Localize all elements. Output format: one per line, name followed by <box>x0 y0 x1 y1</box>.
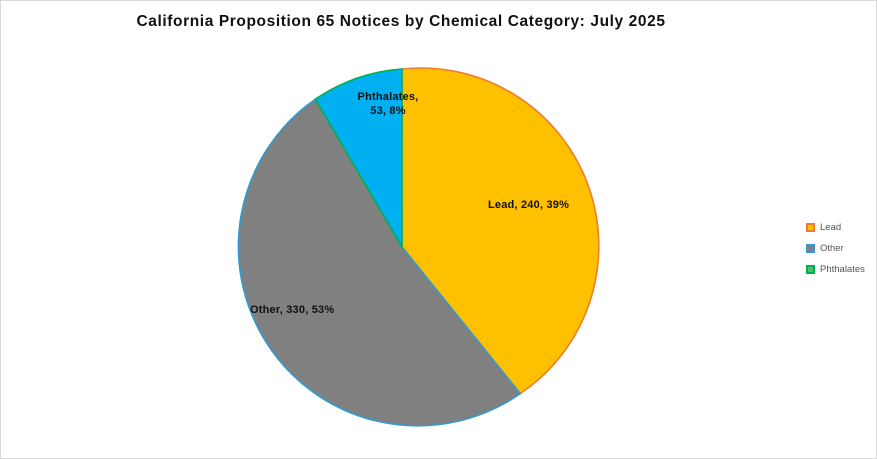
pie-slice-other[interactable] <box>237 98 522 427</box>
pie-slice-lead[interactable] <box>401 67 600 395</box>
pie-data-label-phthalates: Phthalates, 53, 8% <box>338 90 438 118</box>
legend-label-phthalates: Phthalates <box>820 263 865 275</box>
legend-label-other: Other <box>820 242 844 254</box>
legend-item-lead[interactable]: Lead <box>806 217 876 237</box>
legend-item-other[interactable]: Other <box>806 238 876 258</box>
pie-data-label-phthalates-line1: Phthalates, <box>357 91 419 103</box>
pie-slice-phthalates[interactable] <box>314 68 403 250</box>
pie-data-label-phthalates-line2: 53, 8% <box>370 105 406 117</box>
legend-swatch-other-icon <box>806 243 815 253</box>
chart-legend: Lead Other Phthalates <box>806 217 876 280</box>
chart-title: California Proposition 65 Notices by Che… <box>136 13 666 30</box>
legend-swatch-phthalates-icon <box>806 264 815 274</box>
legend-item-phthalates[interactable]: Phthalates <box>806 259 876 279</box>
pie-data-label-lead: Lead, 240, 39% <box>488 199 570 211</box>
legend-label-lead: Lead <box>820 221 842 233</box>
pie-data-label-other: Other, 330, 53% <box>250 304 335 316</box>
legend-swatch-lead-icon <box>806 222 815 232</box>
